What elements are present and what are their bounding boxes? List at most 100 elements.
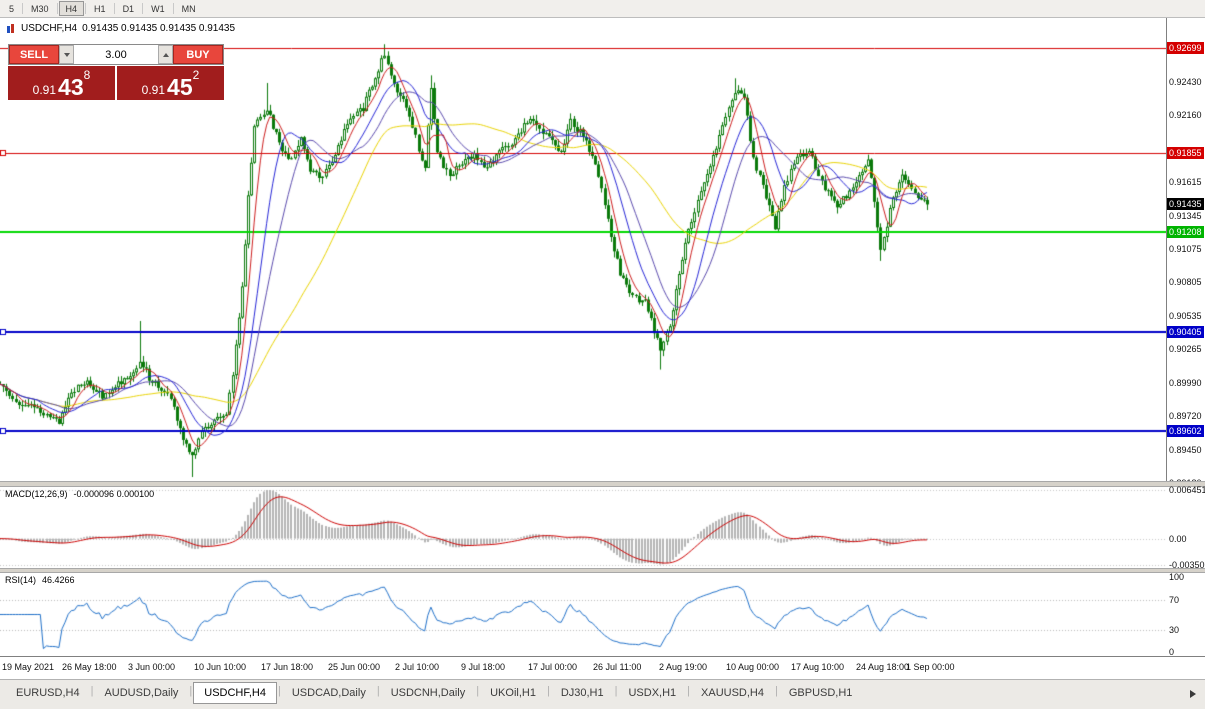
tab-scroll-right-icon[interactable] (1190, 690, 1196, 698)
volume-decrease-button[interactable] (59, 45, 74, 64)
price-axis-label: 0.89990 (1169, 377, 1202, 388)
macd-axis-label: 0.006451 (1169, 485, 1205, 495)
buy-price-point: 2 (192, 68, 200, 82)
volume-input[interactable]: 3.00 (74, 45, 158, 64)
time-axis-label: 1 Sep 00:00 (906, 662, 955, 672)
sell-price-base: 0.91 (32, 82, 57, 97)
rsi-label: RSI(14) 46.4266 (5, 575, 75, 585)
time-axis[interactable]: 19 May 2021 26 May 18:00 3 Jun 00:00 10 Jun… (0, 656, 1205, 679)
price-level-badge: 0.92699 (1167, 42, 1204, 55)
buy-price-display[interactable]: 0.91 45 2 (117, 66, 224, 100)
time-axis-label: 17 Jul 00:00 (528, 662, 578, 672)
one-click-trade-panel: SELL 3.00 BUY 0.91 43 8 0.91 45 2 (8, 44, 224, 100)
toolbar-separator (172, 3, 174, 14)
timeframe-h1[interactable]: H1 (94, 3, 106, 14)
tab-separator: | (376, 685, 380, 697)
time-axis-label: 2 Aug 19:00 (659, 662, 708, 672)
sell-price-point: 8 (83, 68, 91, 82)
time-axis-label: 24 Aug 18:00 (856, 662, 910, 672)
time-axis-label: 10 Jun 10:00 (194, 662, 247, 672)
chart-tab-usdcnh-daily[interactable]: USDCNH,Daily (390, 687, 466, 699)
axis-separator-line (1166, 18, 1167, 679)
tab-separator: | (476, 685, 480, 697)
chart-title: USDCHF,H4 0.91435 0.91435 0.91435 0.9143… (6, 23, 235, 34)
buy-button[interactable]: BUY (173, 45, 223, 64)
time-axis-label: 3 Jun 00:00 (128, 662, 176, 672)
price-axis-label: 0.89720 (1169, 411, 1202, 422)
toolbar-separator (113, 3, 115, 14)
timeframe-d1[interactable]: D1 (122, 3, 135, 14)
time-axis-label: 26 Jul 11:00 (593, 662, 642, 672)
price-chart-panel: USDCHF,H4 0.91435 0.91435 0.91435 0.9143… (0, 18, 1166, 481)
chart-tab-usdchf-h4[interactable]: USDCHF,H4 (193, 682, 277, 704)
chart-tab-audusd-daily[interactable]: AUDUSD,Daily (104, 687, 179, 699)
time-axis-label: 9 Jul 18:00 (461, 662, 506, 672)
price-axis-label: 0.90265 (1169, 343, 1202, 354)
tab-separator: | (546, 685, 550, 697)
tab-separator: | (774, 685, 778, 697)
chart-tab-bar: EURUSD,H4 | AUDUSD,Daily | USDCHF,H4 | USDCAD,… (0, 679, 1205, 709)
chart-symbol-period: USDCHF,H4 (21, 23, 78, 34)
chart-tab-gbpusd-h1[interactable]: GBPUSD,H1 (788, 687, 853, 699)
time-axis-label: 19 May 2021 (2, 662, 55, 672)
chart-tab-ukoil-h1[interactable]: UKOil,H1 (490, 687, 536, 699)
price-level-badge: 0.89602 (1167, 424, 1204, 437)
macd-axis-label: 0.00 (1169, 533, 1187, 544)
chart-tab-xauusd-h4[interactable]: XAUUSD,H4 (701, 687, 764, 699)
rsi-axis-label: 0 (1169, 647, 1175, 657)
price-level-badge: 0.91435 (1167, 198, 1204, 211)
timeframe-m30[interactable]: M30 (31, 3, 49, 14)
toolbar-separator (142, 3, 144, 14)
price-axis-label: 0.92430 (1169, 76, 1202, 87)
chart-ohlc-values: 0.91435 0.91435 0.91435 0.91435 (82, 23, 236, 34)
price-level-badge: 0.90405 (1167, 325, 1204, 338)
rsi-axis-label: 70 (1169, 594, 1180, 605)
sell-button[interactable]: SELL (9, 45, 59, 64)
rsi-value: 46.4266 (42, 575, 75, 585)
time-axis-label: 17 Jun 18:00 (261, 662, 314, 672)
chart-window-icon (6, 23, 16, 34)
tab-separator: | (278, 685, 281, 697)
price-axis[interactable]: 0.92430 0.92160 0.91615 0.91345 0.91075 0.908… (1166, 18, 1205, 488)
time-axis-label: 17 Aug 10:00 (791, 662, 845, 672)
chart-tab-usdx-h1[interactable]: USDX,H1 (628, 687, 677, 699)
macd-canvas[interactable] (0, 487, 1166, 568)
rsi-axis: 100 70 30 0 (1166, 572, 1205, 657)
timeframe-5[interactable]: 5 (9, 3, 15, 14)
tab-separator: | (614, 685, 618, 697)
volume-increase-button[interactable] (158, 45, 173, 64)
price-axis-label: 0.92160 (1169, 109, 1202, 120)
buy-price-pips: 45 (167, 73, 193, 100)
chart-tab-dj30-h1[interactable]: DJ30,H1 (560, 687, 604, 699)
rsi-panel-splitter[interactable] (0, 568, 1205, 573)
sell-price-pips: 43 (58, 73, 84, 100)
time-axis-label: 10 Aug 00:00 (726, 662, 780, 672)
price-level-badge: 0.91855 (1167, 146, 1204, 159)
tab-separator: | (687, 685, 691, 697)
rsi-canvas[interactable] (0, 573, 1166, 656)
sell-price-display[interactable]: 0.91 43 8 (8, 66, 115, 100)
rsi-axis-label: 100 (1169, 572, 1185, 582)
timeframe-h4[interactable]: H4 (58, 1, 85, 16)
macd-axis-label: -0.00350 (1169, 560, 1205, 570)
macd-indicator-panel: MACD(12,26,9) -0.000096 0.000100 (0, 487, 1166, 568)
macd-values: -0.000096 0.000100 (73, 489, 155, 499)
toolbar-separator (56, 3, 58, 14)
price-axis-label: 0.91075 (1169, 243, 1202, 254)
timeframe-toolbar: 5 M30 H4 H1 D1 W1 MN (0, 0, 1205, 18)
price-axis-label: 0.91615 (1169, 177, 1202, 188)
rsi-name: RSI(14) (5, 575, 37, 585)
price-level-badge: 0.91208 (1167, 226, 1204, 239)
time-axis-label: 26 May 18:00 (62, 662, 117, 672)
macd-label: MACD(12,26,9) -0.000096 0.000100 (5, 489, 154, 499)
chart-tab-eurusd-h4[interactable]: EURUSD,H4 (16, 687, 80, 699)
timeframe-w1[interactable]: W1 (151, 3, 165, 14)
chart-tab-usdcad-daily[interactable]: USDCAD,Daily (291, 687, 366, 699)
timeframe-mn[interactable]: MN (181, 3, 196, 14)
macd-name: MACD(12,26,9) (5, 489, 68, 499)
macd-panel-splitter[interactable] (0, 481, 1205, 487)
price-axis-label: 0.91345 (1169, 210, 1202, 221)
tab-separator: | (90, 685, 94, 697)
toolbar-separator (22, 3, 24, 14)
